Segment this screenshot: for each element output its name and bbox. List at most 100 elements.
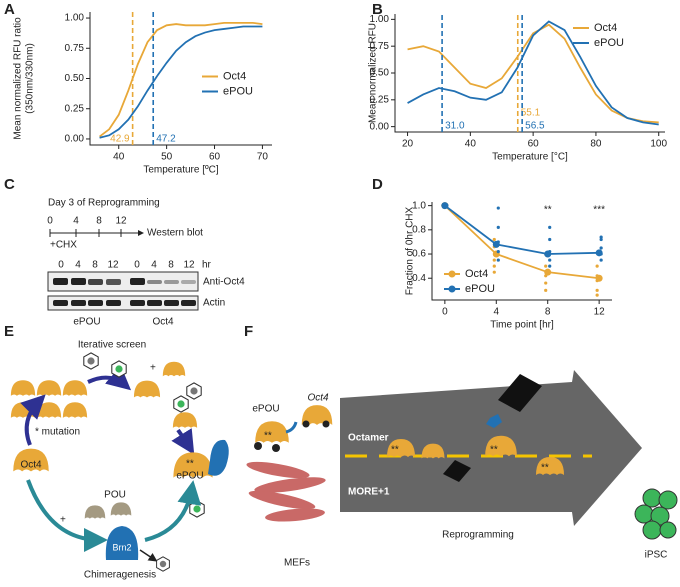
plus: + [60,515,66,526]
series-line [444,204,600,280]
protein [84,505,106,519]
data-point [599,235,603,239]
data-point [548,258,552,262]
icon [111,360,127,378]
panel-label: D [372,176,383,193]
data-point [599,237,603,242]
marker [544,250,552,258]
lane-label: 4 [151,260,157,271]
protein [172,412,198,428]
y-tick-label: 1.0 [412,200,426,211]
data-point [492,270,496,274]
icon [486,414,502,428]
complex-icon [443,374,542,482]
series-line [444,204,600,255]
timeline-label: 4 [73,216,79,227]
icon [83,352,99,370]
axes [431,202,612,301]
y-tick-label: 0.00 [65,134,85,145]
x-tick-label: 40 [113,152,125,163]
x-tick-label: 100 [650,139,667,150]
data-point [548,225,552,230]
x-tick-label: 40 [465,139,477,150]
lane-label: 8 [92,260,98,271]
lane-label: 8 [168,260,174,271]
lane-label: 12 [107,260,119,271]
marker [595,249,603,257]
panel-label: E [4,323,14,340]
y-tick-label: 1.00 [65,13,85,24]
y-tick-label: 0.25 [370,94,390,105]
data-point [548,237,552,242]
x-axis-label: Temperature [ºC] [143,165,219,176]
x-tick-label: 8 [545,307,551,318]
y-axis-label: Fraction of 0hr CHX [405,206,416,295]
brn2-label: Brn2 [112,542,131,552]
blot-box [47,295,199,311]
panel-label: F [244,323,253,340]
arrow [139,549,158,562]
arrow [87,365,132,391]
x-tick-label: 50 [161,152,173,163]
legend-label: Oct4 [594,22,617,34]
tm-label: 31.0 [445,121,465,132]
data-point [595,293,599,297]
lane-label: 0 [58,260,64,271]
x-tick-label: 4 [494,307,500,318]
y-tick-label: 0.00 [370,121,390,132]
blot-box [47,271,199,292]
protein [110,502,132,516]
x-tick-label: 80 [590,139,602,150]
arrow [20,394,46,446]
blot-label: Actin [203,298,225,309]
more-label: MORE+1 [348,487,390,498]
legend-swatch [448,270,456,278]
x-tick-label: 60 [209,152,221,163]
legend-label: ePOU [223,85,253,97]
method-label: Chimeragenesis [84,570,156,581]
marker [595,274,603,282]
panel-label: A [4,1,15,18]
cells-label: MEFs [284,558,310,569]
plus: + [150,363,156,374]
data-point [548,264,552,268]
stars: ** [541,463,549,474]
treatment: +CHX [50,240,77,251]
protein [162,361,186,377]
lane-label: 0 [134,260,140,271]
marker [544,268,552,276]
significance: *** [593,205,605,216]
tm-label: 47.2 [156,134,176,145]
mefs [246,461,326,522]
protocol-title: Day 3 of Reprogramming [48,198,160,209]
blot-bands [53,300,196,306]
x-tick-label: 20 [402,139,414,150]
data-point [595,264,599,268]
protein [133,380,161,398]
ipsc [634,488,678,540]
series-line [407,20,659,126]
axes [89,12,272,146]
icon [186,382,202,400]
mutant-library [10,380,88,418]
x-tick-label: 12 [594,307,606,318]
timeline-label: 0 [47,216,53,227]
lane-label: 4 [75,260,81,271]
data-point [544,281,548,285]
blot-label: Anti-Oct4 [203,277,245,288]
icon [156,556,170,572]
brn2-protein [105,526,139,560]
data-point [544,288,548,292]
arrow [144,480,202,542]
data-point [599,258,603,262]
icon [173,395,189,413]
blot-bands [53,278,196,285]
y-tick-label: 0.4 [412,273,426,284]
legend-label: Oct4 [223,70,246,82]
y-tick-label: 0.75 [65,43,85,54]
lane-unit: hr [202,260,212,271]
lane-label: 12 [183,260,195,271]
stars: ** [391,445,399,456]
data-point [496,206,500,210]
